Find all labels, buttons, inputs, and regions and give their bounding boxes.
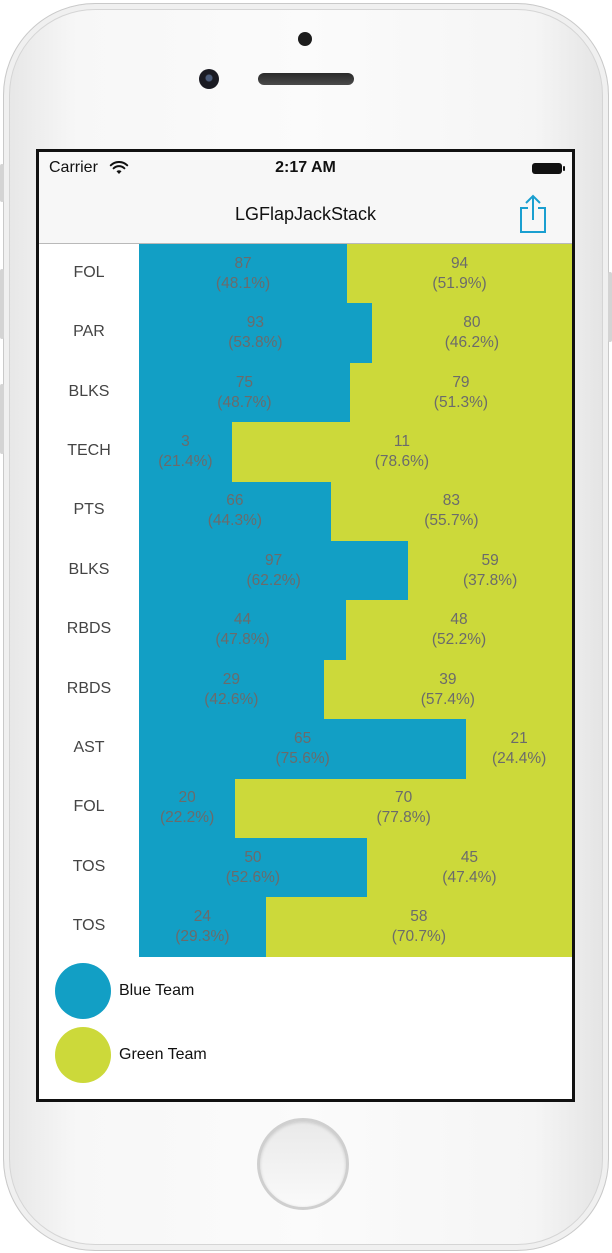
green-team-bar[interactable] [371, 303, 572, 364]
status-time: 2:17 AM [275, 159, 336, 176]
green-team-bar[interactable] [265, 897, 572, 958]
page-title: LGFlapJackStack [234, 204, 377, 224]
blue-team-bar[interactable] [139, 659, 324, 720]
front-camera-icon [199, 69, 219, 89]
green-team-value-label: 59 (37.8%) [462, 551, 518, 589]
blue-team-bar[interactable] [139, 244, 348, 304]
blue-team-value-label: 3 (21.4%) [158, 432, 213, 470]
category-label: PTS [73, 501, 105, 519]
navigation-bar: LGFlapJackStack [39, 184, 572, 244]
green-team-value-label: 79 (51.3%) [433, 373, 489, 411]
legend-swatch-blue [55, 963, 111, 1019]
green-team-bar[interactable] [235, 778, 572, 839]
proximity-sensor [298, 32, 312, 46]
blue-team-value-label: 20 (22.2%) [159, 789, 215, 827]
app-view: Carrier 2:17 AM LGFlapJackStack FOL 87 (48… [39, 152, 572, 1099]
green-team-value-label: 45 (47.4%) [442, 848, 497, 886]
mute-switch [0, 164, 4, 202]
green-team-bar[interactable] [347, 244, 572, 304]
green-team-value-label: 48 (52.2%) [431, 611, 487, 649]
battery-icon [532, 163, 565, 174]
blue-team-value-label: 75 (48.7%) [217, 373, 272, 411]
green-team-bar[interactable] [408, 541, 572, 601]
blue-team-bar[interactable] [139, 422, 232, 483]
legend-label: Green Team [119, 1046, 207, 1063]
status-bar: Carrier 2:17 AM [39, 152, 572, 184]
blue-team-value-label: 65 (75.6%) [275, 729, 330, 767]
green-team-bar[interactable] [231, 422, 572, 483]
blue-team-bar[interactable] [139, 362, 350, 423]
blue-team-bar[interactable] [139, 600, 347, 661]
green-team-value-label: 70 (77.8%) [376, 789, 431, 827]
blue-team-value-label: 66 (44.3%) [207, 492, 263, 530]
blue-team-value-label: 29 (42.6%) [204, 670, 259, 708]
legend-swatch-green [55, 1027, 111, 1083]
blue-team-value-label: 87 (48.1%) [215, 254, 271, 292]
green-team-value-label: 21 (24.4%) [491, 729, 547, 767]
blue-team-bar[interactable] [139, 838, 367, 898]
volume-up-button [0, 269, 4, 339]
category-label: TECH [67, 441, 111, 459]
category-label: TOS [72, 857, 106, 875]
blue-team-bar[interactable] [139, 897, 266, 958]
earpiece-speaker [258, 73, 354, 85]
green-team-value-label: 58 (70.7%) [391, 908, 446, 946]
category-label: RBDS [66, 679, 112, 697]
blue-team-value-label: 93 (53.8%) [228, 314, 283, 352]
blue-team-value-label: 24 (29.3%) [175, 908, 230, 946]
category-label: AST [73, 738, 105, 756]
volume-down-button [0, 384, 4, 454]
category-label: FOL [73, 263, 105, 281]
category-label: PAR [73, 323, 105, 341]
device-screen: Carrier 2:17 AM LGFlapJackStack FOL 87 (48… [36, 149, 575, 1102]
blue-team-bar[interactable] [139, 778, 236, 839]
green-team-value-label: 39 (57.4%) [420, 670, 475, 708]
category-label: FOL [73, 798, 105, 816]
green-team-value-label: 83 (55.7%) [424, 492, 479, 530]
flap-jack-stack-chart: FOL 87 (48.1%) 94 (51.9%) PAR 93 (53.8%) 80 (46.2… [39, 244, 572, 958]
carrier-label: Carrier [49, 159, 98, 176]
blue-team-value-label: 97 (62.2%) [246, 551, 301, 589]
category-label: TOS [72, 917, 106, 935]
legend-label: Blue Team [119, 982, 195, 999]
green-team-bar[interactable] [349, 362, 572, 423]
share-icon[interactable] [516, 194, 550, 234]
category-label: BLKS [68, 382, 110, 400]
green-team-bar[interactable] [330, 481, 572, 542]
power-button [608, 272, 612, 342]
blue-team-bar[interactable] [139, 303, 372, 364]
green-team-value-label: 80 (46.2%) [444, 314, 500, 352]
category-label: BLKS [68, 560, 110, 578]
blue-team-value-label: 50 (52.6%) [225, 848, 281, 886]
home-button[interactable] [257, 1118, 349, 1210]
wifi-icon [109, 161, 129, 174]
green-team-value-label: 94 (51.9%) [432, 254, 487, 292]
green-team-value-label: 11 (78.6%) [374, 432, 430, 470]
blue-team-bar[interactable] [139, 719, 467, 780]
category-label: RBDS [66, 620, 112, 638]
green-team-bar[interactable] [346, 600, 572, 661]
blue-team-bar[interactable] [139, 481, 331, 542]
blue-team-value-label: 44 (47.8%) [215, 611, 270, 649]
blue-team-bar[interactable] [139, 541, 409, 601]
green-team-bar[interactable] [323, 659, 572, 720]
green-team-bar[interactable] [466, 719, 572, 780]
green-team-bar[interactable] [366, 838, 572, 898]
